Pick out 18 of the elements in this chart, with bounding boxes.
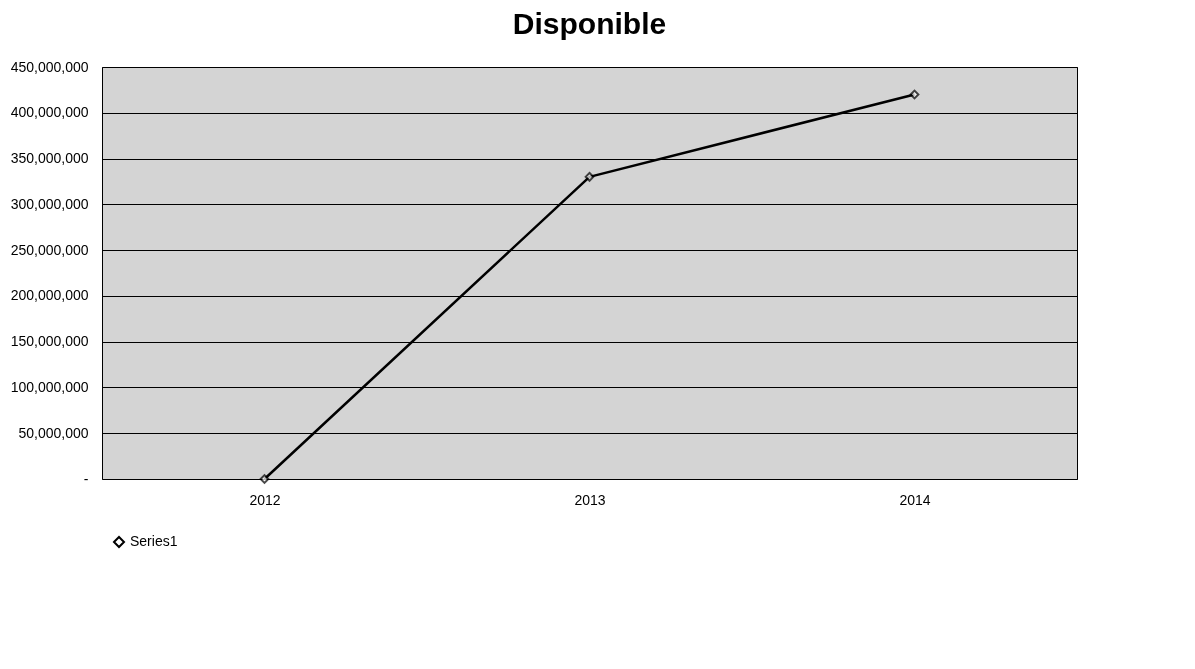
y-tick-label: 200,000,000 (10, 287, 89, 304)
y-tick-label: 400,000,000 (10, 104, 89, 121)
x-tick-label: 2014 (899, 491, 931, 508)
y-tick-label: - (83, 470, 89, 487)
y-tick-label: 150,000,000 (10, 333, 89, 350)
x-tick-label: 2013 (574, 491, 606, 508)
y-tick-label: 350,000,000 (10, 150, 89, 167)
point (909, 89, 920, 100)
y-tick-label: 50,000,000 (18, 424, 89, 441)
y-tick-label: 100,000,000 (10, 378, 89, 395)
y-tick-label: 300,000,000 (10, 195, 89, 212)
point (259, 474, 270, 484)
y-tick-label: 250,000,000 (10, 241, 89, 258)
y-tick-label: 450,000,000 (10, 58, 89, 75)
legend-label: Series1 (130, 533, 178, 549)
x-tick-label: 2012 (249, 491, 281, 508)
chart-title: Disponible (512, 7, 667, 40)
point (584, 171, 595, 182)
